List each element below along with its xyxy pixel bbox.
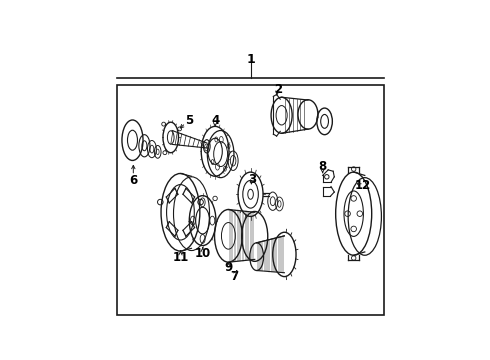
Text: 5: 5 [185,114,194,127]
Text: 9: 9 [224,261,233,274]
Bar [117,85,384,315]
Text: 4: 4 [211,114,219,127]
Text: 10: 10 [195,247,211,260]
Text: 6: 6 [129,174,137,187]
Text: 3: 3 [248,172,257,185]
Text: 1: 1 [247,53,255,66]
Text: 11: 11 [172,251,189,264]
Text: 2: 2 [274,83,282,96]
Text: 12: 12 [355,179,371,192]
Text: 8: 8 [318,160,327,173]
Text: 7: 7 [230,270,239,283]
